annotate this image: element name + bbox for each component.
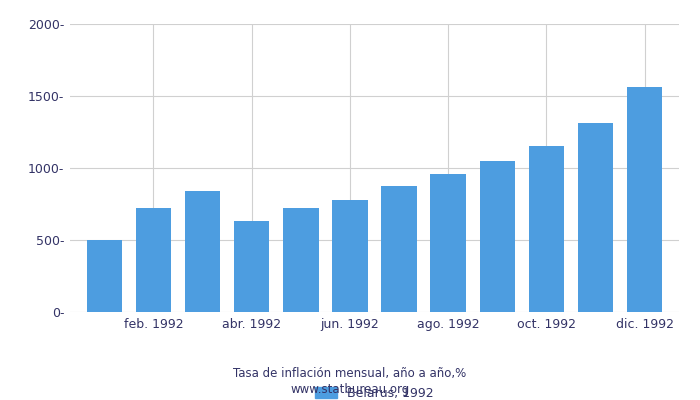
Bar	[382, 186, 416, 312]
Text: Tasa de inflación mensual, año a año,%: Tasa de inflación mensual, año a año,%	[233, 368, 467, 380]
Bar	[528, 146, 564, 312]
Legend: Belarus, 1992: Belarus, 1992	[310, 382, 439, 400]
Text: www.statbureau.org: www.statbureau.org	[290, 384, 410, 396]
Bar	[185, 191, 220, 312]
Bar	[283, 208, 318, 312]
Bar	[578, 123, 613, 312]
Bar	[332, 200, 368, 312]
Bar	[430, 174, 466, 312]
Bar	[87, 240, 122, 312]
Bar	[136, 208, 172, 312]
Bar	[480, 161, 515, 312]
Bar	[234, 221, 270, 312]
Bar	[627, 87, 662, 312]
